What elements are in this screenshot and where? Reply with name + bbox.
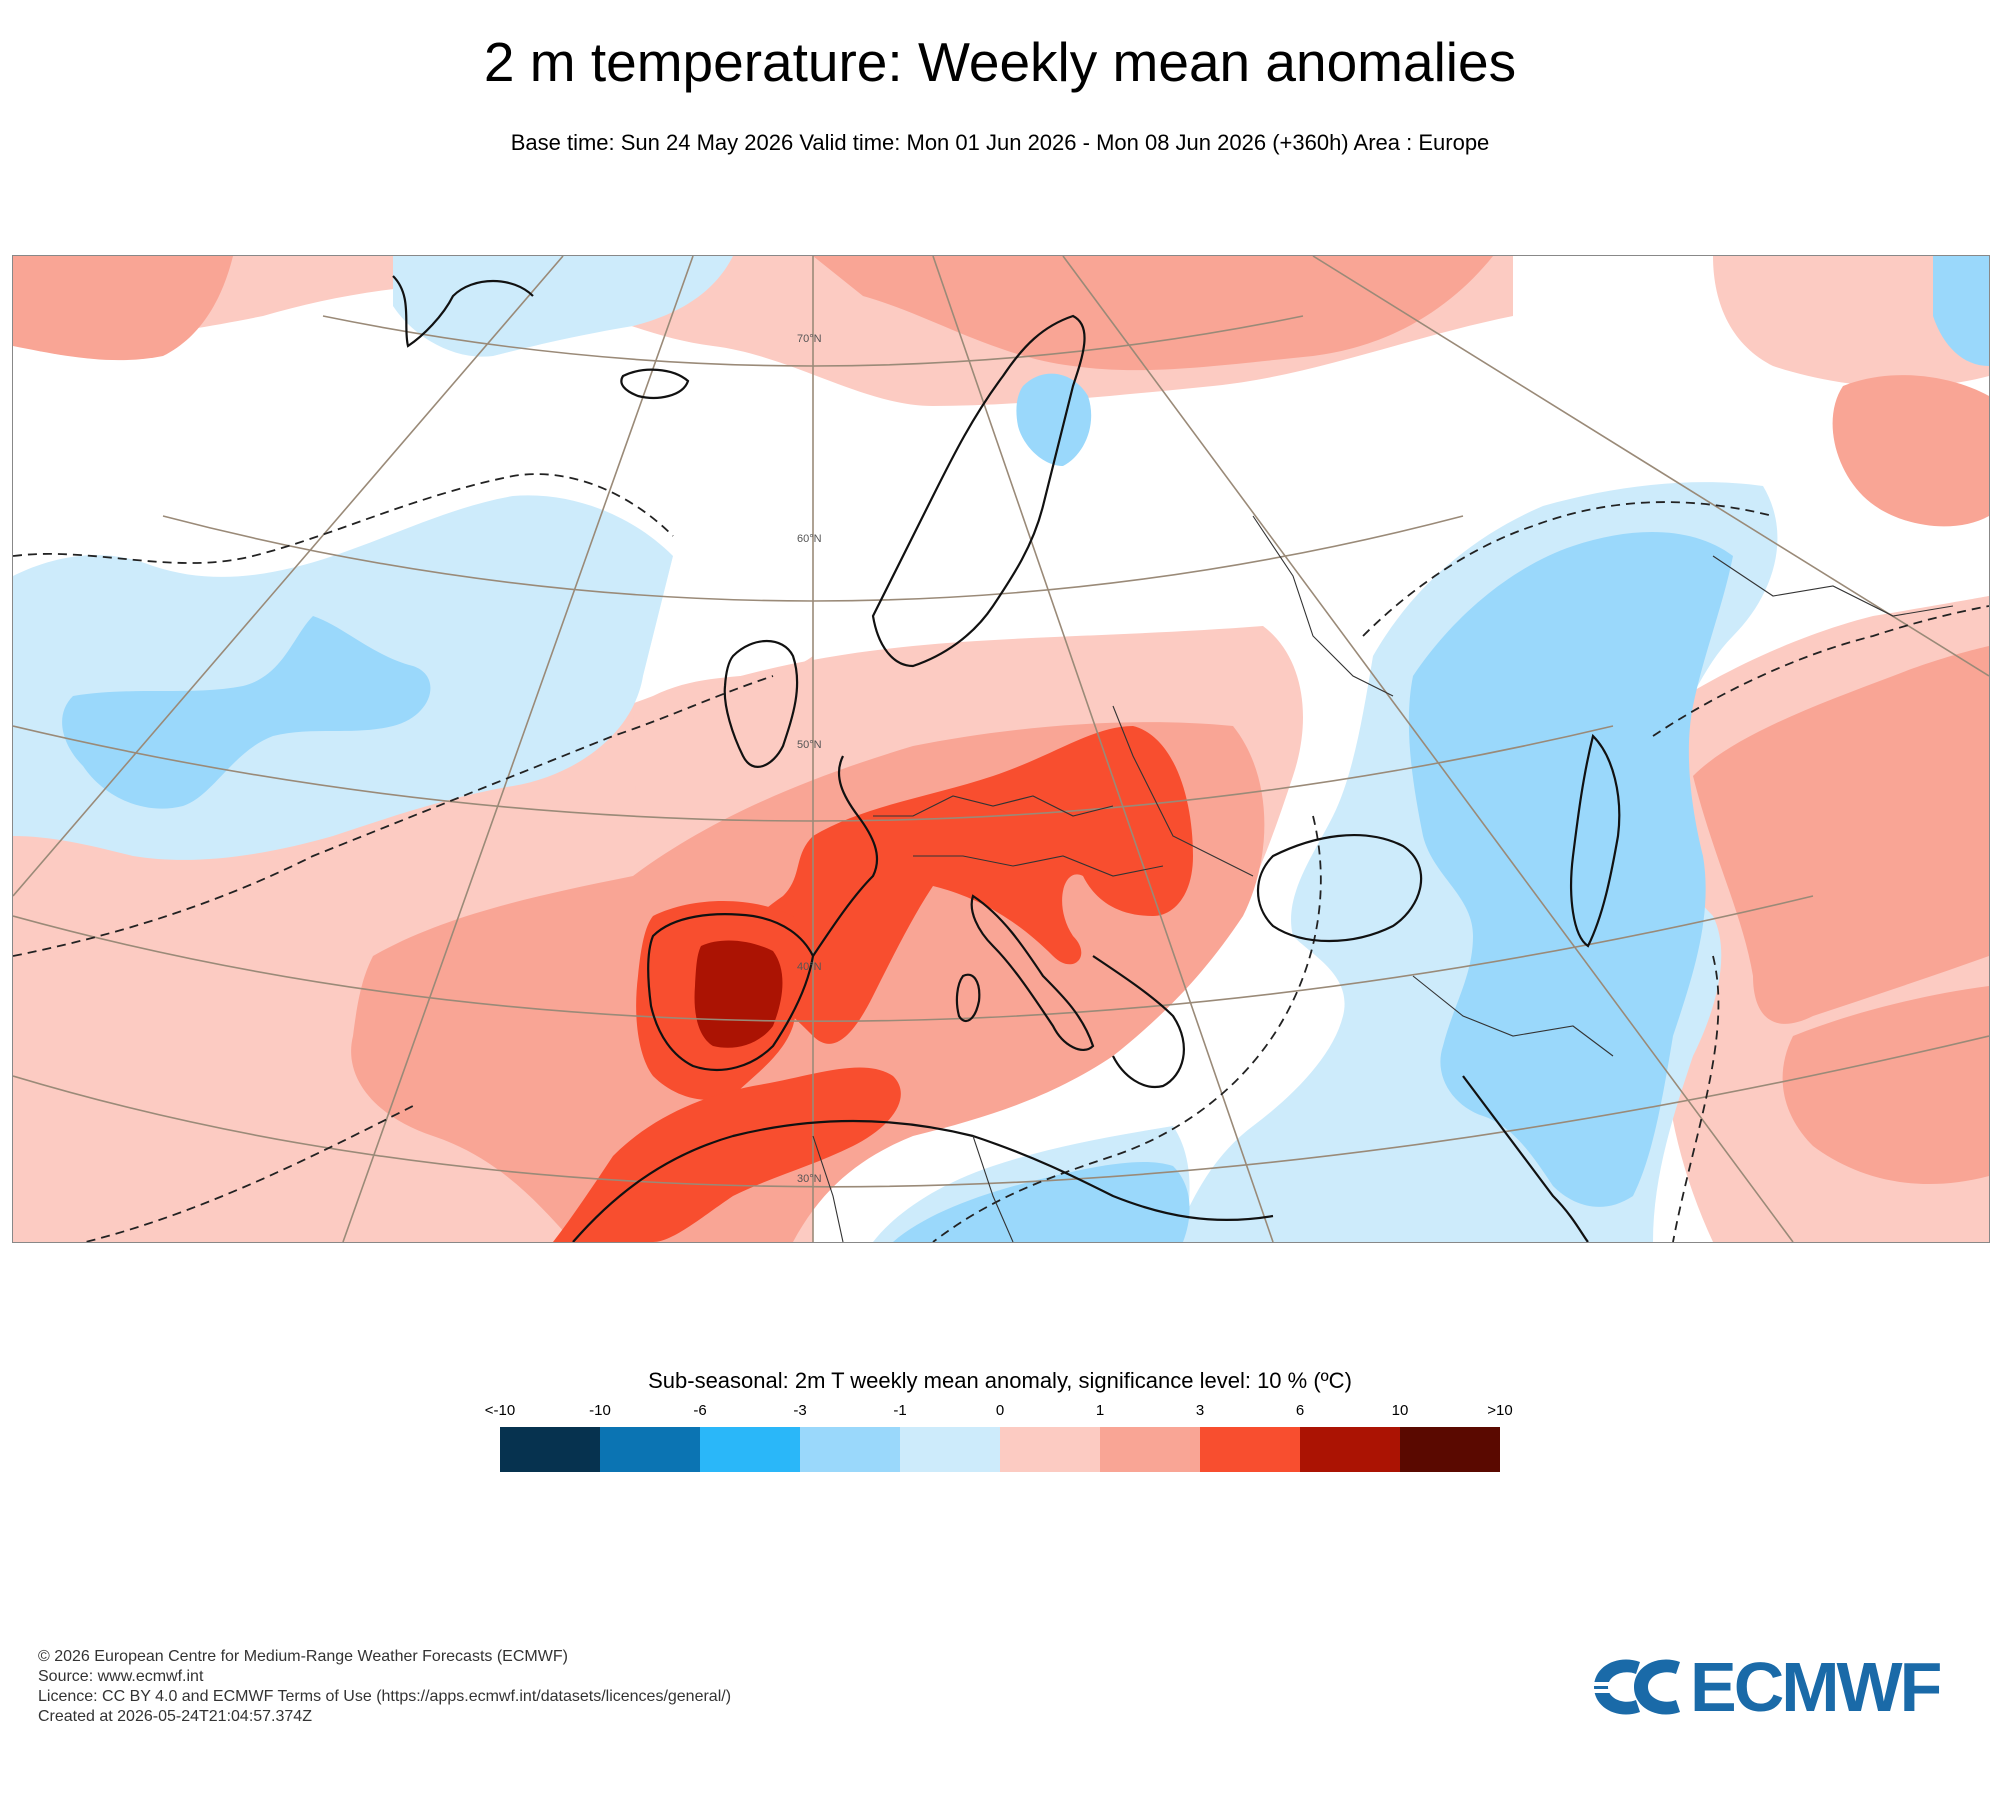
legend-swatch-1 <box>600 1427 700 1472</box>
legend-swatch-8 <box>1300 1427 1400 1472</box>
significance-contour-east <box>1362 501 1774 637</box>
significance-contours <box>13 473 1989 1242</box>
lat-label-50: 50°N <box>797 739 822 751</box>
graticule <box>13 256 1989 1242</box>
legend-tick-5: 0 <box>995 1402 1005 1419</box>
anomaly-region-blue-libya <box>893 1161 1190 1242</box>
coastline-black-sea <box>1256 834 1423 943</box>
border-russia <box>1252 515 1394 697</box>
legend-ticks: <-10 -10 -6 -3 -1 0 1 3 6 10 >10 <box>485 1402 1513 1422</box>
anomaly-region-strong-red-north-africa <box>553 1067 901 1242</box>
anomaly-region-strong-red-central <box>727 726 1193 1044</box>
lat-label-70: 70°N <box>797 333 822 345</box>
coastlines <box>392 275 1621 1242</box>
legend-tick-2: -6 <box>693 1402 707 1419</box>
significance-contour-east-south <box>932 815 1322 1242</box>
lat-label-30: 30°N <box>797 1173 822 1185</box>
legend-title: Sub-seasonal: 2m T weekly mean anomaly, … <box>648 1368 1352 1393</box>
border-north-africa <box>812 1135 1014 1242</box>
legend-tick-10: >10 <box>1487 1402 1513 1419</box>
graticule-meridian-6 <box>1312 256 1989 677</box>
legend-tick-7: 3 <box>1195 1402 1205 1419</box>
border-middle-east <box>1412 975 1614 1057</box>
border-east-europe <box>1112 705 1254 877</box>
lat-label-40: 40°N <box>797 961 822 973</box>
legend-colorbar <box>500 1427 1500 1472</box>
coastline-balkans-greece <box>1092 955 1185 1089</box>
footer-source: Source: www.ecmwf.int <box>38 1668 204 1685</box>
coastline-italy <box>970 894 1095 1052</box>
anomaly-region-red-east <box>1693 646 1989 1024</box>
legend-tick-8: 6 <box>1295 1402 1305 1419</box>
coastline-sardinia <box>955 973 981 1023</box>
anomaly-region-blue-scandinavia <box>1016 373 1092 466</box>
legend-swatch-0 <box>500 1427 600 1472</box>
coastline-iberia <box>647 913 815 1071</box>
graticule-parallel-30 <box>13 1035 1989 1188</box>
lat-label-60: 60°N <box>797 533 822 545</box>
anomaly-region-light-blue-north <box>393 256 733 357</box>
footer-created: Created at 2026-05-24T21:04:57.374Z <box>38 1708 312 1725</box>
graticule-meridian-5 <box>1062 256 1794 1242</box>
ecmwf-logo[interactable]: ECMWF <box>1588 1652 1968 1722</box>
legend-tick-1: -10 <box>589 1402 611 1419</box>
legend-tick-9: 10 <box>1391 1402 1409 1419</box>
border-west-europe <box>873 795 1114 817</box>
footer-credits: © 2026 European Centre for Medium-Range … <box>38 1647 731 1727</box>
coastline-iceland <box>620 368 690 399</box>
graticule-meridian-2 <box>342 256 694 1242</box>
legend-swatch-6 <box>1100 1427 1200 1472</box>
significance-contour-atlantic-south <box>13 675 774 957</box>
legend-swatch-3 <box>800 1427 900 1472</box>
coastline-scandinavia <box>871 314 1086 668</box>
border-asia <box>1712 555 1954 617</box>
anomaly-map[interactable]: 70°N 60°N 50°N 40°N 30°N <box>12 255 1990 1243</box>
page-subtitle: Base time: Sun 24 May 2026 Valid time: M… <box>510 130 1490 155</box>
graticule-meridian-1 <box>13 256 564 897</box>
anomaly-region-light-red-northeast <box>1713 256 1989 387</box>
page-title: 2 m temperature: Weekly mean anomalies <box>483 31 1517 93</box>
coastline-caspian <box>1570 733 1621 948</box>
footer-copyright: © 2026 European Centre for Medium-Range … <box>38 1648 568 1665</box>
coastline-greenland <box>392 275 534 348</box>
anomaly-region-red-east-lower <box>1782 986 1989 1185</box>
coastline-british-isles <box>723 640 799 768</box>
significance-contour-atlantic <box>13 473 674 564</box>
border-central-europe <box>913 855 1164 877</box>
coastline-red-sea <box>1462 1075 1589 1242</box>
legend-tick-3: -3 <box>793 1402 807 1419</box>
legend-tick-4: -1 <box>893 1402 907 1419</box>
legend-tick-6: 1 <box>1095 1402 1105 1419</box>
anomaly-region-blue-atlantic <box>62 616 431 809</box>
significance-contour-far-east-south <box>1672 955 1720 1242</box>
ecmwf-logo-text: ECMWF <box>1690 1648 1942 1726</box>
graticule-meridian-4 <box>932 256 1274 1242</box>
coastline-north-africa <box>572 1119 1274 1242</box>
legend-swatch-2 <box>700 1427 800 1472</box>
latitude-labels: 70°N 60°N 50°N 40°N 30°N <box>797 333 822 1185</box>
legend-swatch-5 <box>1000 1427 1100 1472</box>
map-canvas: 70°N 60°N 50°N 40°N 30°N <box>13 256 1989 1242</box>
anomaly-region-red-northwest <box>13 256 233 361</box>
significance-contour-west <box>81 1105 414 1242</box>
ecmwf-logo-mark-icon <box>1588 1659 1680 1715</box>
graticule-parallel-40 <box>13 895 1814 1022</box>
legend-swatch-7 <box>1200 1427 1300 1472</box>
anomaly-region-blue-northeast <box>1933 256 1989 366</box>
legend-swatch-9 <box>1400 1427 1500 1472</box>
coastline-france-coast <box>812 755 878 957</box>
footer-licence: Licence: CC BY 4.0 and ECMWF Terms of Us… <box>38 1688 732 1705</box>
anomaly-region-red-northeast-2 <box>1832 375 1989 527</box>
legend-tick-0: <-10 <box>484 1402 516 1419</box>
anomaly-region-red-north <box>813 256 1493 371</box>
country-borders <box>812 515 1954 1242</box>
legend-swatch-4 <box>900 1427 1000 1472</box>
